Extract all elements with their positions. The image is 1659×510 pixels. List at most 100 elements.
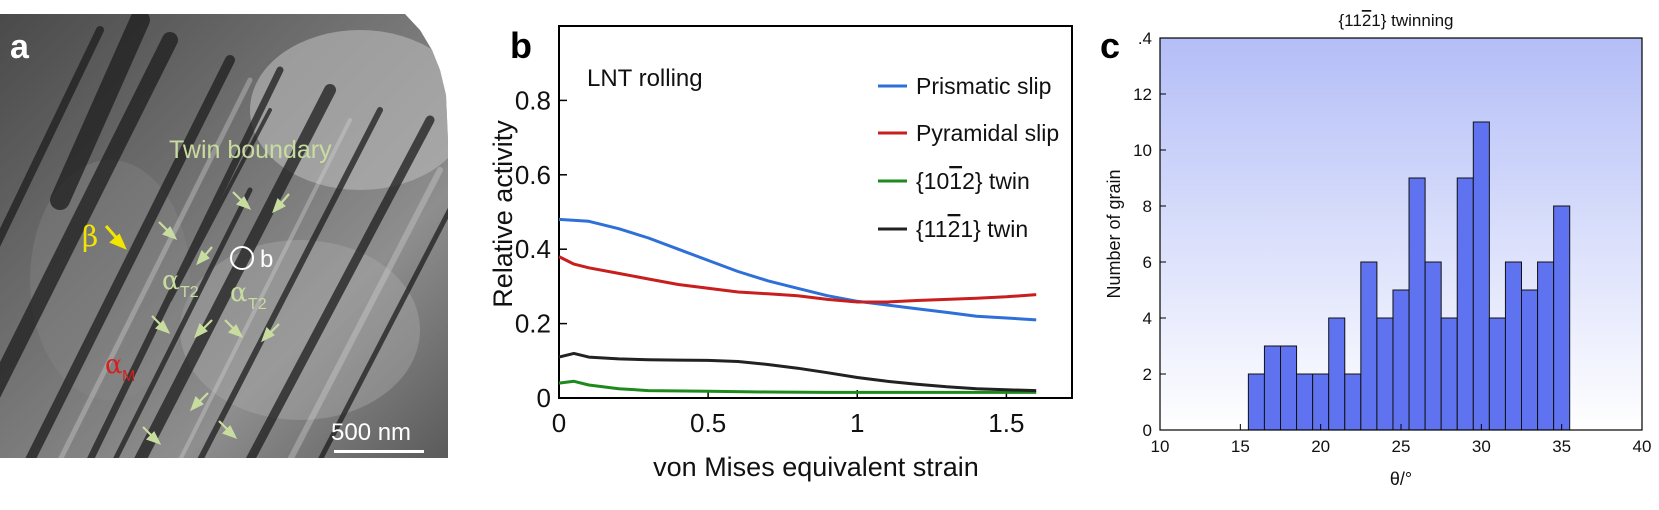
panel-b-series — [558, 217, 1037, 394]
legend-label-prismatic: Prismatic slip — [916, 73, 1051, 99]
series-line-1121-twin — [558, 351, 1037, 393]
histogram-bar — [1280, 345, 1298, 431]
panel-c-x-tick-label: 35 — [1552, 437, 1571, 456]
histogram-bar — [1440, 317, 1458, 431]
histogram-bar — [1376, 317, 1394, 431]
panel-c-x-tick-label: 30 — [1472, 437, 1491, 456]
panel-c-y-axis: 0 2 4 6 8 10 12 .4 — [1133, 29, 1166, 440]
series-line-1012-twin — [558, 379, 1037, 394]
panel-b-plot-area — [558, 25, 1073, 399]
panel-c-x-axis: 10 15 20 25 30 35 40 — [1151, 424, 1652, 456]
panel-b: b 0 0.2 0.4 0.6 0.8 0 0.5 1 1.5 LNT rolling Pri… — [488, 25, 1073, 482]
tb-arrow-icon — [224, 319, 244, 338]
panel-b-y-tick-label: 0.4 — [515, 234, 551, 264]
histogram-bar — [1263, 345, 1282, 431]
panel-c-y-tick-label: 0 — [1143, 421, 1152, 440]
panel-c-letter: c — [1100, 25, 1120, 66]
micrograph-image — [0, 14, 448, 458]
histogram-bar — [1392, 289, 1410, 431]
alpha-m-sub: M — [122, 368, 135, 385]
panel-c-y-tick-label: 8 — [1143, 197, 1152, 216]
histogram-bar — [1312, 373, 1330, 431]
panel-b-x-tick-label: 1.5 — [988, 408, 1024, 438]
panel-a: a Twin boundary β α T2 α T2 α M b — [0, 14, 448, 458]
histogram-bar — [1472, 121, 1490, 431]
alpha-t2-2-sub: T2 — [248, 296, 267, 313]
beta-label: β — [82, 220, 98, 253]
histogram-bar — [1504, 261, 1523, 431]
panel-c-title: {1121} twinning — [1338, 11, 1453, 30]
tb-arrow-icon — [151, 315, 171, 334]
scale-bar — [334, 450, 424, 453]
panel-b-x-tick-label: 1 — [850, 408, 864, 438]
panel-b-y-tick-label: 0 — [537, 383, 551, 413]
legend-item-prismatic: Prismatic slip — [878, 73, 1051, 99]
series-line-pyramidal — [558, 255, 1037, 304]
tb-arrow-icon — [272, 193, 290, 214]
alpha-m-base: α — [105, 350, 123, 380]
legend-item-1012-twin: {1012} twin — [878, 168, 1030, 194]
region-b-marker-icon — [230, 246, 254, 270]
panel-b-y-axis: 0 0.2 0.4 0.6 0.8 — [515, 85, 567, 413]
tb-arrow-icon — [218, 420, 238, 439]
histogram-bar — [1296, 373, 1314, 431]
histogram-bar — [1328, 317, 1346, 431]
histogram-bar — [1537, 261, 1555, 431]
scale-bar-label: 500 nm — [331, 419, 411, 446]
alpha-t2-label-2: α T2 — [230, 278, 267, 313]
histogram-bar — [1247, 373, 1265, 431]
panel-c-x-tick-label: 15 — [1231, 437, 1250, 456]
panel-a-letter: a — [10, 28, 30, 66]
panel-b-x-tick-label: 0.5 — [690, 408, 726, 438]
tb-arrow-icon — [194, 319, 213, 339]
histogram-bar — [1521, 289, 1539, 431]
region-b-label: b — [260, 246, 273, 273]
legend-label-1121-twin: {1121} twin — [916, 216, 1028, 242]
panel-c-y-tick-label: 4 — [1143, 309, 1152, 328]
tb-arrow-icon — [196, 246, 213, 266]
panel-c-y-tick-label: 6 — [1143, 253, 1152, 272]
tb-arrow-icon — [261, 323, 280, 343]
panel-b-y-axis-label: Relative activity — [488, 120, 518, 308]
panel-b-letter: b — [510, 25, 532, 66]
panel-b-y-tick-label: 0.6 — [515, 160, 551, 190]
legend-label-1012-twin: {1012} twin — [916, 168, 1030, 194]
histogram-bar — [1456, 177, 1474, 431]
legend-item-pyramidal: Pyramidal slip — [878, 120, 1059, 146]
alpha-m-label: α M — [105, 350, 135, 385]
histogram-bar — [1344, 373, 1362, 431]
tb-arrow-icon — [142, 426, 162, 445]
alpha-t2-1-base: α — [162, 266, 180, 296]
tb-arrow-icon — [232, 191, 252, 210]
alpha-t2-1-sub: T2 — [180, 284, 199, 301]
histogram-bar — [1553, 205, 1571, 431]
twin-boundary-arrow-icons — [142, 191, 290, 445]
panel-c-y-tick-label: 2 — [1143, 365, 1152, 384]
panel-c-x-axis-label: θ/° — [1390, 469, 1412, 489]
legend-item-1121-twin: {1121} twin — [878, 216, 1028, 242]
panel-c-x-tick-label: 10 — [1151, 437, 1170, 456]
panel-c-y-axis-label: Number of grain — [1104, 169, 1124, 298]
histogram-bar — [1424, 261, 1442, 431]
legend-label-pyramidal: Pyramidal slip — [916, 120, 1059, 146]
panel-c: c {1121} twinning 0 2 4 6 8 10 12 .4 10 15 20 25 30… — [1100, 11, 1651, 489]
histogram-bar — [1408, 177, 1426, 431]
series-line-prismatic — [558, 217, 1037, 322]
panel-c-y-tick-label: 12 — [1133, 85, 1152, 104]
panel-c-y-tick-label: 10 — [1133, 141, 1152, 160]
panel-b-y-tick-label: 0.2 — [515, 309, 551, 339]
histogram-bar — [1488, 317, 1506, 431]
panel-c-bars — [1247, 121, 1571, 431]
panel-b-y-tick-label: 0.8 — [515, 85, 551, 115]
panel-b-x-tick-label: 0 — [552, 408, 566, 438]
panel-c-x-tick-label: 20 — [1311, 437, 1330, 456]
panel-b-legend: Prismatic slip Pyramidal slip {1012} twi… — [878, 73, 1059, 242]
alpha-t2-2-base: α — [230, 278, 248, 308]
alpha-t2-label-1: α T2 — [162, 266, 199, 301]
twin-boundary-label: Twin boundary — [169, 136, 332, 164]
panel-c-x-tick-label: 40 — [1633, 437, 1652, 456]
panel-b-annotation: LNT rolling — [587, 65, 703, 92]
panel-c-x-tick-label: 25 — [1392, 437, 1411, 456]
panel-b-x-axis-label: von Mises equivalent strain — [653, 452, 979, 482]
